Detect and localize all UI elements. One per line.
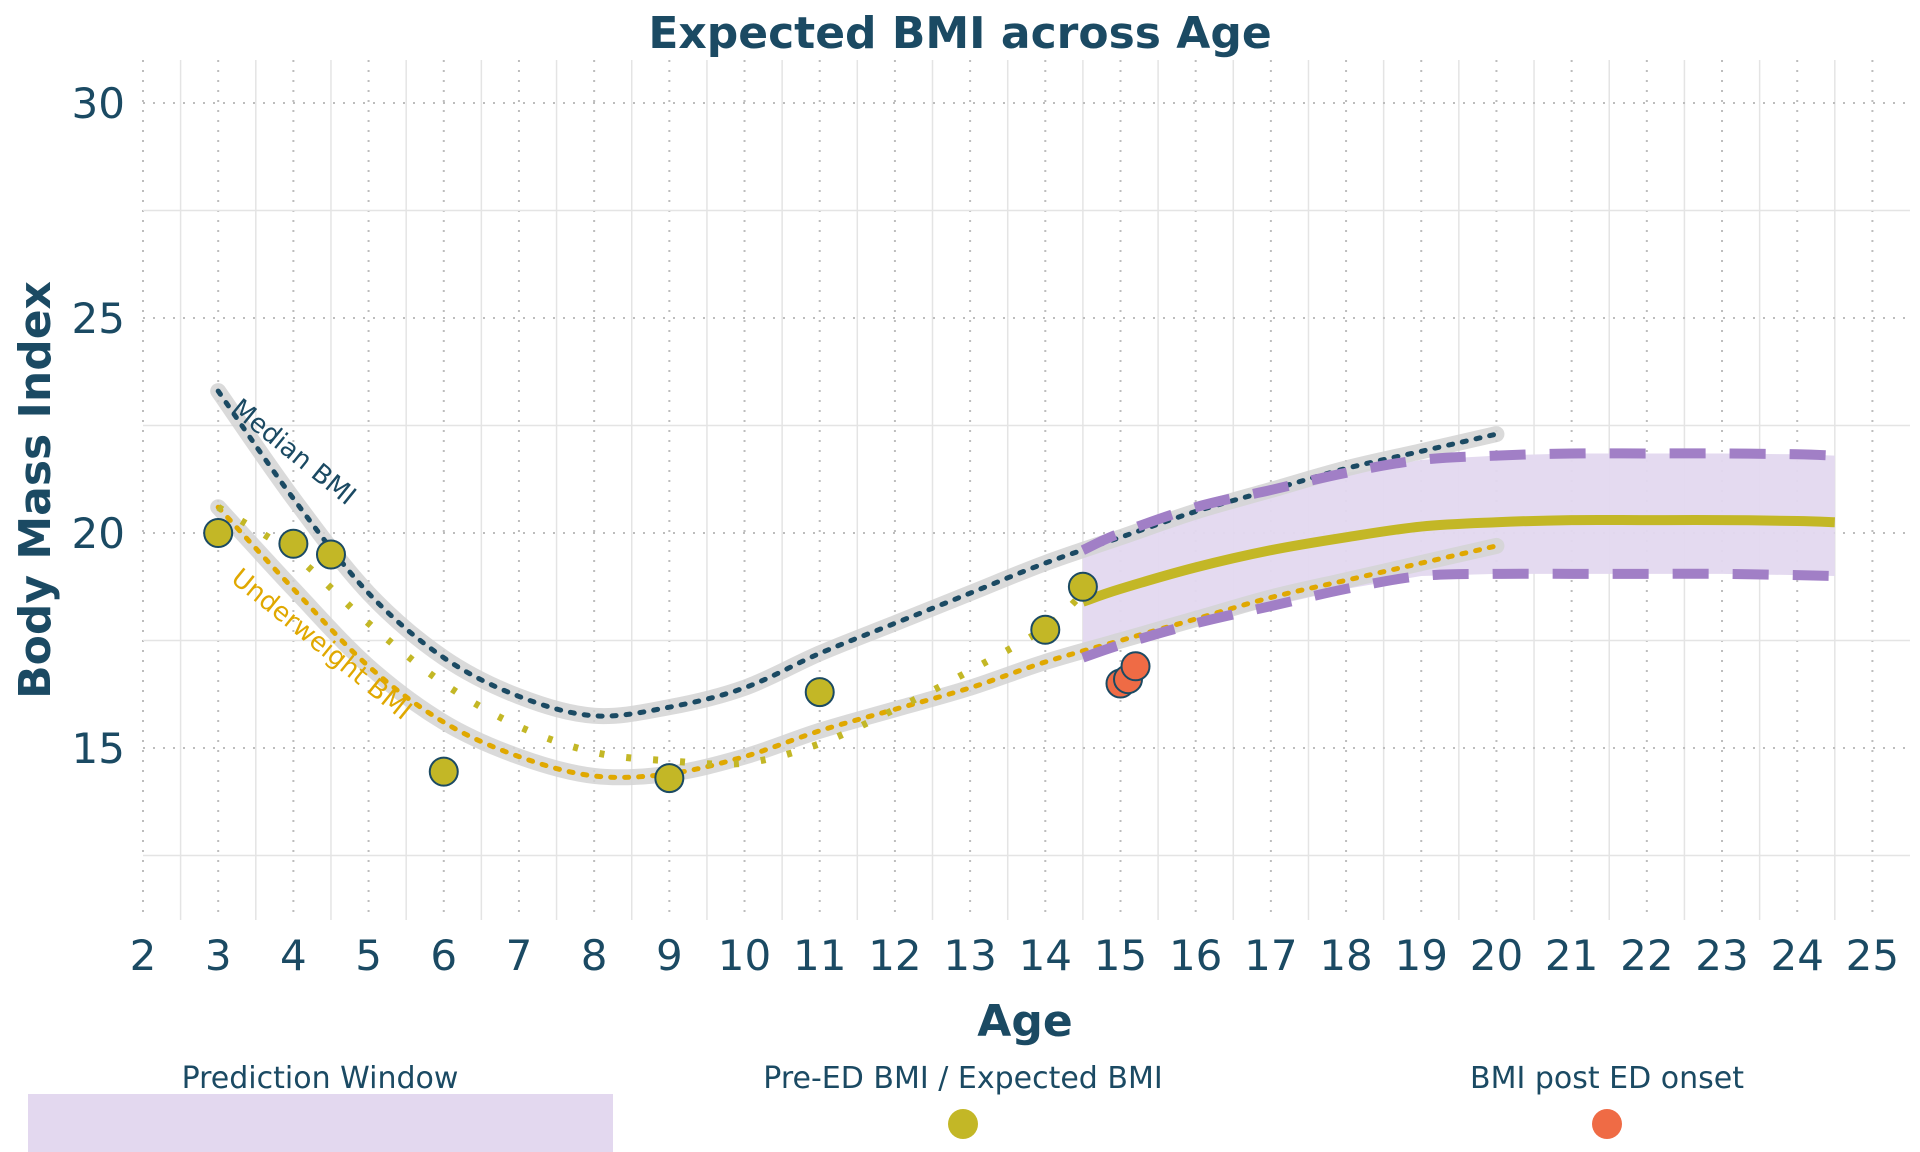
pre-ed-bmi-point <box>1067 571 1098 602</box>
pre-ed-bmi-point <box>278 528 309 559</box>
legend-label: Prediction Window <box>182 1061 459 1096</box>
x-tick-label: 6 <box>430 931 457 980</box>
y-tick-label: 25 <box>72 294 125 343</box>
pre-ed-bmi-point <box>804 677 835 708</box>
prediction-lower-bound <box>1081 568 1835 663</box>
pre-ed-bmi-point <box>315 539 346 570</box>
y-tick-label: 20 <box>72 509 125 558</box>
legend-swatch-pre-ed <box>948 1109 978 1139</box>
x-tick-label: 21 <box>1545 931 1598 980</box>
legend-label: Pre-ED BMI / Expected BMI <box>763 1061 1162 1096</box>
x-tick-label: 9 <box>656 931 683 980</box>
x-tick-label: 15 <box>1094 931 1147 980</box>
x-tick-label: 14 <box>1019 931 1072 980</box>
x-tick-label: 19 <box>1395 931 1448 980</box>
x-axis-label: Age <box>977 996 1072 1047</box>
pre-ed-bmi-point <box>428 756 459 787</box>
expected-bmi-line <box>1081 514 1835 607</box>
chart-title: Expected BMI across Age <box>648 8 1271 59</box>
x-tick-label: 16 <box>1169 931 1222 980</box>
legend-label: BMI post ED onset <box>1470 1061 1744 1096</box>
x-tick-label: 18 <box>1319 931 1372 980</box>
x-tick-label: 10 <box>718 931 771 980</box>
x-tick-label: 11 <box>793 931 846 980</box>
x-tick-label: 24 <box>1770 931 1823 980</box>
underweight-bmi-line <box>215 504 1499 780</box>
prediction-upper-bound <box>1080 448 1835 555</box>
pre-ed-bmi-point <box>1030 614 1061 645</box>
x-tick-label: 5 <box>355 931 382 980</box>
y-axis-label: Body Mass Index <box>10 281 61 699</box>
legend: Prediction Window Pre-ED BMI / Expected B… <box>28 1061 1744 1152</box>
x-tick-label: 23 <box>1695 931 1748 980</box>
x-tick-label: 7 <box>506 931 533 980</box>
legend-swatch-post-ed <box>1592 1109 1622 1139</box>
y-tick-label: 30 <box>72 79 125 128</box>
post-ed-bmi-point <box>1120 651 1151 682</box>
x-tick-label: 12 <box>868 931 921 980</box>
y-axis-ticks: 15 20 25 30 <box>72 79 125 773</box>
x-tick-label: 20 <box>1470 931 1523 980</box>
y-tick-label: 15 <box>72 724 125 773</box>
x-tick-label: 4 <box>280 931 307 980</box>
x-tick-label: 8 <box>581 931 608 980</box>
pre-ed-bmi-point <box>203 518 234 548</box>
x-tick-label: 25 <box>1846 931 1899 980</box>
x-tick-label: 3 <box>205 931 232 980</box>
pre-ed-bmi-point <box>654 763 685 794</box>
x-tick-label: 13 <box>943 931 996 980</box>
x-tick-label: 2 <box>130 931 157 980</box>
x-tick-label: 17 <box>1244 931 1297 980</box>
legend-swatch-prediction-window <box>28 1094 613 1152</box>
x-tick-label: 22 <box>1620 931 1673 980</box>
x-axis-ticks: 2 3 4 5 6 7 8 9 10 11 12 13 14 15 16 17 18 19 20 21 22 23 24 25 <box>130 931 1899 980</box>
